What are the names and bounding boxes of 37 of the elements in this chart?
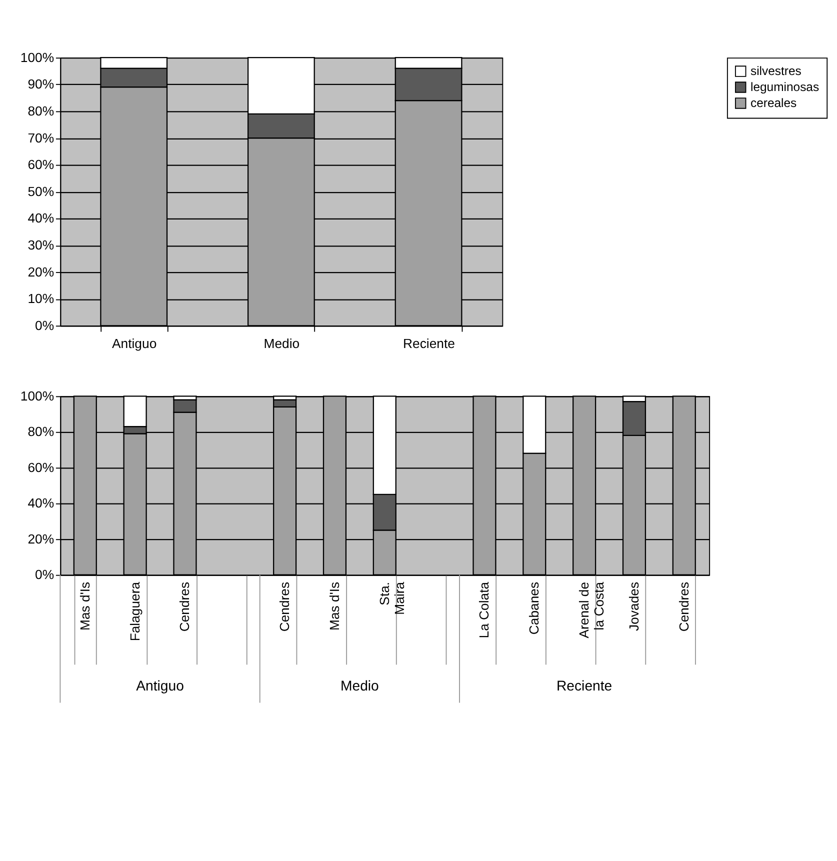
legend-label: leguminosas (750, 80, 820, 94)
y-tick-label: 50% (28, 184, 54, 199)
y-tick-label: 20% (28, 531, 54, 546)
y-tick-label: 0% (35, 567, 54, 582)
y-tick-label: 60% (28, 460, 54, 475)
text: Antiguo (136, 678, 184, 694)
x-tick-label: Jovades (626, 582, 642, 631)
x-tick-label: Mas d'Is (326, 582, 342, 630)
x-tick-label: Cendres (177, 582, 192, 632)
y-tick-label: 10% (28, 291, 54, 306)
x-tick-label: Medio (264, 336, 300, 351)
y-tick-label: 100% (20, 388, 54, 404)
x-tick-label: Arenal de la Costa (576, 581, 607, 638)
x-tick-label: Falaguera (127, 581, 142, 642)
y-tick-label: 30% (28, 237, 54, 252)
y-tick-label: 60% (28, 157, 54, 172)
x-tick-label: Reciente (403, 336, 455, 351)
y-tick-label: 90% (28, 76, 54, 92)
y-tick-label: 20% (28, 264, 54, 280)
text: Medio (340, 678, 380, 694)
y-tick-label: 80% (28, 424, 54, 440)
y-tick-label: 40% (28, 496, 54, 511)
x-tick-label: Sta. Maira (376, 581, 407, 615)
y-tick-label: 40% (28, 210, 54, 226)
x-tick-label: Cabanes (526, 582, 542, 635)
x-tick-label: Cendres (676, 582, 692, 632)
x-tick-label: Antiguo (112, 336, 157, 351)
y-tick-label: 80% (28, 103, 54, 118)
x-tick-label: Mas d'Is (77, 582, 92, 630)
y-tick-label: 100% (20, 50, 54, 65)
y-tick-label: 70% (28, 130, 54, 146)
legend-label: cereales (750, 96, 797, 110)
legend-label: silvestres (750, 64, 802, 78)
x-tick-label: Cendres (277, 582, 292, 632)
x-tick-label: La Colata (476, 581, 492, 638)
y-tick-label: 0% (35, 318, 54, 333)
text: Reciente (556, 678, 612, 694)
